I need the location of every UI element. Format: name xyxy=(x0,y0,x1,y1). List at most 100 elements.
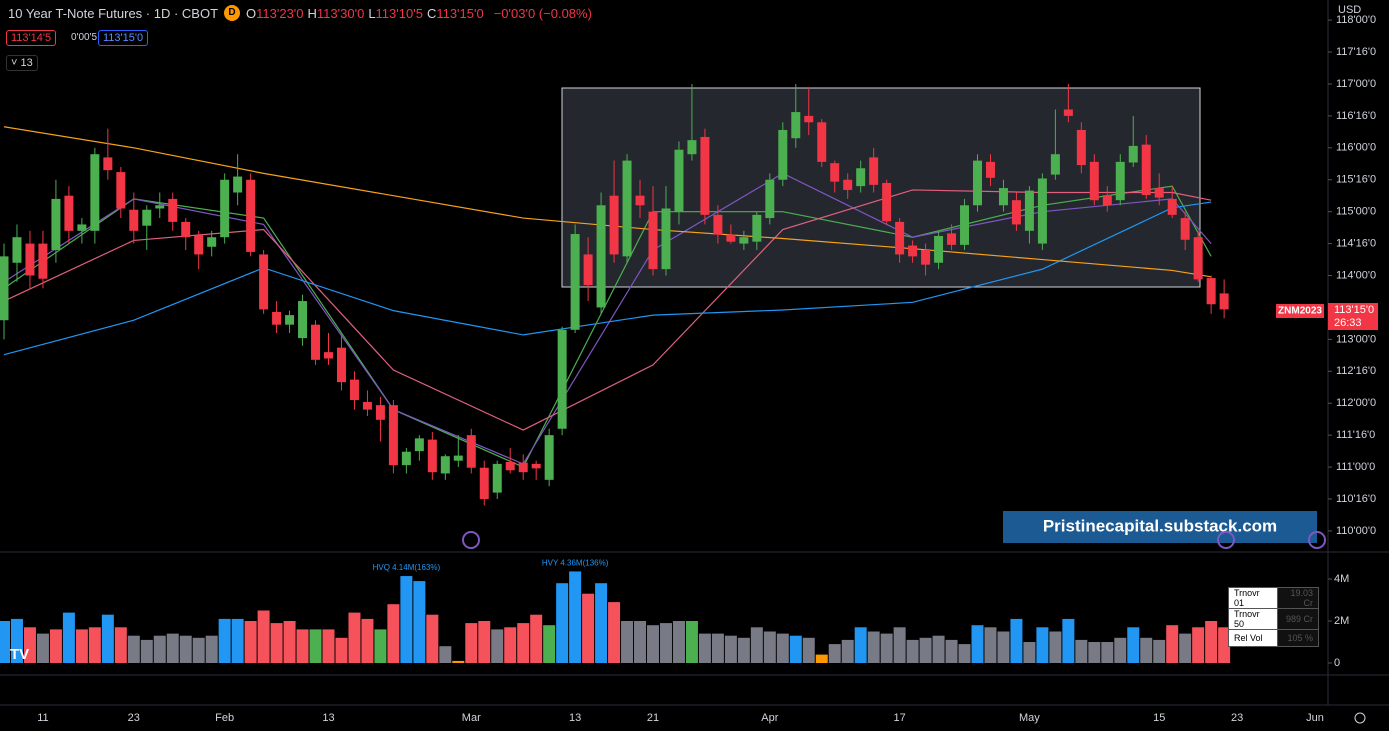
volume-bar xyxy=(1205,621,1218,663)
volume-bar xyxy=(231,618,244,663)
ohlc-value: 113'30'0 xyxy=(316,5,365,21)
currency[interactable]: USD xyxy=(1338,4,1361,16)
volume-bar xyxy=(685,621,698,663)
candle-body xyxy=(596,205,606,308)
candle-body xyxy=(492,463,502,493)
candle-body xyxy=(765,179,775,219)
volume-bar xyxy=(153,635,166,663)
volume-bar xyxy=(335,637,348,663)
y-tick-label: 118'00'0 xyxy=(1336,14,1376,26)
stats-table: Trnovr 01 19.03 Cr Trnovr 50 989 Cr Rel Vol 1… xyxy=(1228,587,1319,647)
watermark: Pristinecapital.substack.com xyxy=(1043,516,1277,535)
settings-icon[interactable] xyxy=(1354,712,1366,724)
stats-row: Trnovr 01 19.03 Cr xyxy=(1228,587,1319,609)
candle-body xyxy=(947,233,957,245)
y-tick-label: 112'00'0 xyxy=(1336,397,1376,409)
last-price-tag xyxy=(1328,303,1378,330)
candle-body xyxy=(817,122,827,162)
indicator-count[interactable]: ˅ 13 xyxy=(6,55,38,71)
volume-bar xyxy=(932,635,945,663)
volume-bar xyxy=(608,602,621,663)
volume-bar xyxy=(711,633,724,663)
y-tick-label: 116'16'0 xyxy=(1336,110,1376,122)
interval-badge[interactable]: D xyxy=(224,5,241,21)
volume-bar xyxy=(672,621,685,663)
y-tick-label: 114'16'0 xyxy=(1336,238,1376,250)
moving-average xyxy=(3,201,1212,356)
event-icon[interactable] xyxy=(462,531,480,549)
candle-body xyxy=(311,324,321,360)
event-icon[interactable] xyxy=(1308,531,1326,549)
event-icon[interactable] xyxy=(1217,531,1235,549)
candle-body xyxy=(934,235,944,263)
title: 10 Year T-Note Futures · 1D · CBOT xyxy=(8,5,219,21)
volume-bar xyxy=(49,629,62,663)
volume-bar xyxy=(192,637,205,663)
volume-bar xyxy=(114,627,127,663)
candle-body xyxy=(427,439,437,473)
stats-cell: Trnovr 01 xyxy=(1228,587,1278,609)
volume-bar xyxy=(634,621,647,663)
volume-bar xyxy=(361,618,374,663)
candle-body xyxy=(778,129,788,180)
volume-bar xyxy=(88,627,101,663)
candle-body xyxy=(687,140,697,155)
x-tick-label: 11 xyxy=(37,712,48,724)
candle-body xyxy=(233,176,243,193)
volume-bar xyxy=(348,612,361,663)
candle-body xyxy=(960,205,970,245)
x-tick-label: 13 xyxy=(322,712,334,724)
volume-bar xyxy=(1075,639,1088,663)
range-box xyxy=(561,87,1201,288)
candle-body xyxy=(700,136,710,215)
candle-body xyxy=(12,237,22,263)
candle-body xyxy=(531,463,541,469)
bid[interactable]: 113'14'5 xyxy=(6,30,57,46)
candle-body xyxy=(220,179,230,238)
stats-cell: Rel Vol xyxy=(1228,629,1278,647)
candle-body xyxy=(1193,237,1203,280)
x-tick-label: Jun xyxy=(1306,712,1324,724)
stats-row: Rel Vol 105 % xyxy=(1228,629,1319,647)
ohlc-key: O xyxy=(246,5,257,21)
volume-bar xyxy=(1101,642,1114,663)
candle-body xyxy=(90,154,100,231)
candle-body xyxy=(998,188,1008,206)
candle-body xyxy=(882,182,892,222)
y-tick-label: 112'16'0 xyxy=(1336,365,1376,377)
candle-body xyxy=(921,249,931,265)
candle-body xyxy=(518,462,528,473)
last-price: 113'15'0 xyxy=(1334,304,1374,316)
candle-body xyxy=(272,311,282,325)
candle-body xyxy=(181,221,191,238)
candle-body xyxy=(791,112,801,139)
volume-bar xyxy=(0,621,10,663)
volume-bar xyxy=(10,618,23,663)
volume-bar xyxy=(893,627,906,663)
volume-bar xyxy=(452,660,465,663)
candle-body xyxy=(726,234,736,242)
candle-body xyxy=(194,235,204,255)
stats-cell: 989 Cr xyxy=(1277,608,1319,630)
event-icons xyxy=(462,531,1326,549)
y-tick-label: 116'00'0 xyxy=(1336,142,1376,154)
candle-body xyxy=(324,352,333,359)
candle-body xyxy=(1011,200,1021,225)
volume-tick-label: 4M xyxy=(1334,573,1349,585)
ask[interactable]: 113'15'0 xyxy=(98,30,149,46)
volume-bar xyxy=(647,625,659,663)
symbol-tag xyxy=(1276,304,1324,318)
volume-bar xyxy=(465,623,478,663)
y-tick-label: 114'00'0 xyxy=(1336,269,1376,281)
volume-bar xyxy=(140,639,153,663)
volume-bar xyxy=(205,635,218,663)
volume-bar xyxy=(1179,633,1192,663)
candle-body xyxy=(985,161,995,178)
volume-bar xyxy=(1192,627,1205,663)
volume-annotation: HVY 4.36M(136%) xyxy=(542,559,609,568)
volume-bar xyxy=(374,629,387,663)
volume-bar xyxy=(867,631,880,663)
volume-bar xyxy=(491,629,504,663)
volume-bar xyxy=(595,583,608,663)
